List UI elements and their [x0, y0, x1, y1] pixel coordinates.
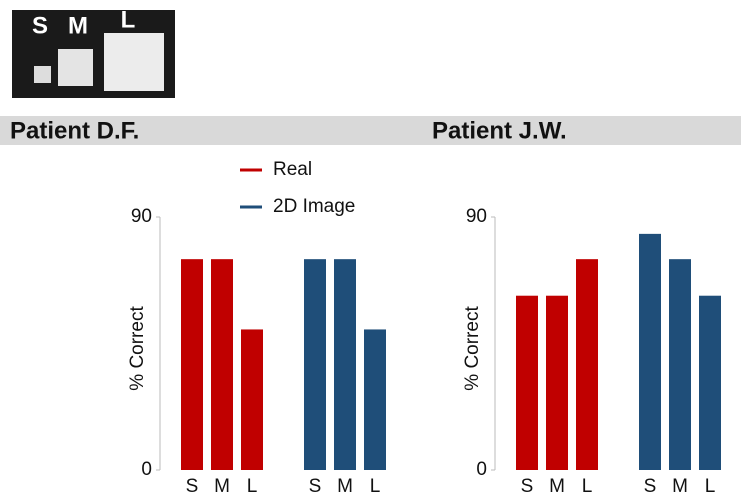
x-tick-label: L — [582, 476, 593, 494]
bar — [639, 234, 661, 470]
bar — [699, 296, 721, 470]
y-tick-label: 0 — [476, 459, 487, 480]
bar — [546, 296, 568, 470]
x-tick-label: S — [309, 476, 322, 494]
legend-label: 2D Image — [273, 196, 355, 217]
cube-small — [34, 66, 51, 83]
x-tick-label: L — [370, 476, 381, 494]
x-tick-label: L — [705, 476, 716, 494]
bar — [516, 296, 538, 470]
figure: S M L Patient D.F. Patient J.W. 0 90 % Cor… — [0, 0, 741, 494]
bar — [304, 259, 326, 470]
photo-label: S — [32, 12, 48, 39]
legend-label: Real — [273, 159, 312, 180]
bar — [576, 259, 598, 470]
y-tick-label: 0 — [141, 459, 152, 480]
x-tick-label: S — [521, 476, 534, 494]
y-tick-label: 90 — [131, 206, 152, 227]
photo-label: L — [121, 6, 136, 33]
bar — [241, 329, 263, 470]
x-tick-label: S — [186, 476, 199, 494]
cube-photo: S M L — [12, 6, 175, 98]
y-tick-label: 90 — [466, 206, 487, 227]
y-axis-label: % Correct — [127, 306, 148, 391]
x-tick-label: M — [672, 476, 688, 494]
bar — [364, 329, 386, 470]
bar — [211, 259, 233, 470]
cube-large — [104, 33, 164, 91]
y-axis-label: % Correct — [462, 306, 483, 391]
photo-label: M — [68, 12, 88, 39]
bar — [334, 259, 356, 470]
cube-medium — [58, 49, 93, 86]
chart-title: Patient D.F. — [10, 117, 139, 144]
x-tick-label: M — [549, 476, 565, 494]
page: S M L Patient D.F. Patient J.W. 0 90 % Cor… — [0, 0, 741, 494]
x-tick-label: L — [247, 476, 258, 494]
bar — [181, 259, 203, 470]
chart-title: Patient J.W. — [432, 117, 567, 144]
x-tick-label: M — [337, 476, 353, 494]
x-tick-label: M — [214, 476, 230, 494]
x-tick-label: S — [644, 476, 657, 494]
bar — [669, 259, 691, 470]
